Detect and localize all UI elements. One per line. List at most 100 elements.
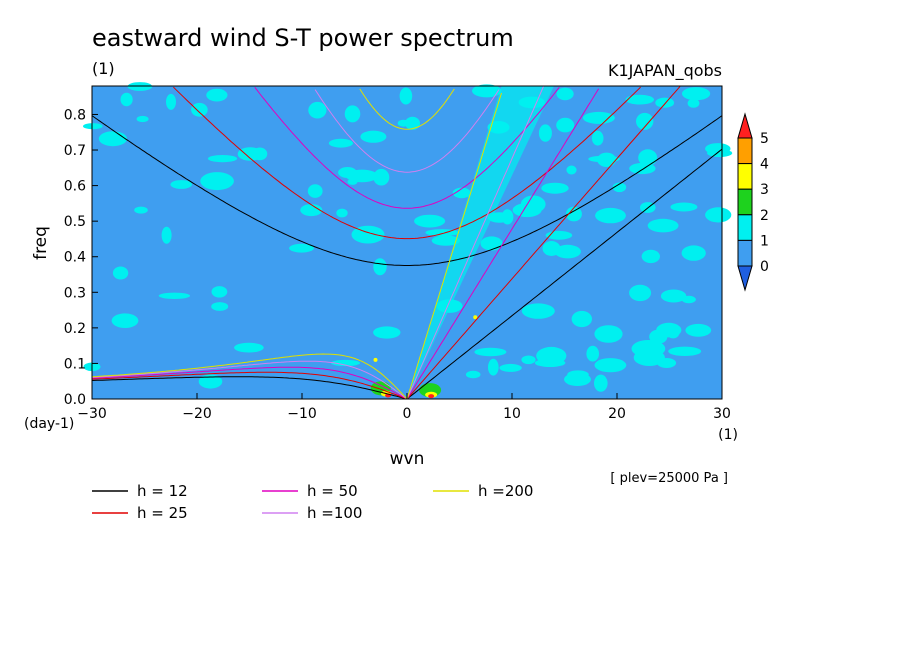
colorbar-segment <box>737 163 753 190</box>
heatmap-cell <box>638 149 658 167</box>
colorbar-label: 0 <box>760 259 769 275</box>
curve-kelvin-h200 <box>406 92 502 399</box>
heatmap-cell <box>670 202 698 212</box>
heatmap-cell <box>586 345 599 362</box>
heatmap-cell <box>705 143 731 155</box>
heatmap-cell <box>211 302 229 311</box>
heatmap-cell <box>198 374 223 389</box>
colorbar-segment <box>737 239 753 267</box>
y-axis-label: freq <box>31 226 51 260</box>
heatmap-cell <box>641 249 660 264</box>
heatmap-cell <box>328 138 353 148</box>
y-tick-label: 0.4 <box>64 250 86 266</box>
heatmap-cell <box>373 258 387 276</box>
legend-label: h = 25 <box>137 504 188 522</box>
heatmap-cell <box>655 97 675 108</box>
heatmap-cell <box>685 323 712 337</box>
heatmap-background <box>92 86 722 399</box>
heatmap-cell <box>465 370 481 379</box>
curve-rossby-h100 <box>92 360 408 399</box>
y-tick-label: 0.1 <box>64 356 86 372</box>
legend-label: h = 50 <box>307 482 358 500</box>
heatmap-cell <box>373 168 390 186</box>
curve-rossby-h200 <box>92 353 408 399</box>
x-axis-label: wvn <box>390 449 425 469</box>
plev-note: [ plev=25000 Pa ] <box>610 471 728 486</box>
curve-rossby-h50 <box>92 366 408 399</box>
y-tick-label: 0.3 <box>64 285 86 301</box>
heatmap-cell <box>629 162 656 175</box>
curve-gravity-h12 <box>92 115 722 266</box>
heatmap-cell <box>681 245 706 261</box>
legend: h = 12 h = 25 h = 50 h =100 h =200 <box>92 482 533 522</box>
heatmap-cells <box>83 82 733 399</box>
y-axis-unit: (day-1) <box>24 416 74 432</box>
heatmap-cell <box>534 358 566 367</box>
heatmap-cell <box>594 325 623 343</box>
colorbar-segment <box>737 188 753 216</box>
colorbar-segment <box>737 214 753 241</box>
heatmap-cell <box>112 266 129 280</box>
heatmap-cell <box>705 207 732 223</box>
heatmap-cell <box>565 206 582 222</box>
y-tick-label: 0.8 <box>64 107 86 123</box>
y-axis: 0.0 0.1 0.2 0.3 0.4 0.5 0.6 0.7 0.8 <box>64 107 98 408</box>
x-tick-label: 20 <box>608 406 626 422</box>
heatmap-cell <box>612 182 627 193</box>
heatmap-cell <box>487 212 511 223</box>
heatmap-cell <box>120 92 133 107</box>
x-tick-label: 30 <box>713 406 731 422</box>
heatmap-cell <box>338 167 357 178</box>
heatmap-cell <box>521 355 536 365</box>
heatmap-cell <box>300 204 323 217</box>
heatmap-cell <box>407 86 554 399</box>
heatmap-cell <box>564 372 591 386</box>
heatmap-cell <box>428 394 435 399</box>
heatmap-cell <box>668 346 702 356</box>
curve-rossby-h12 <box>92 376 408 399</box>
heatmap-cell <box>200 172 234 191</box>
curve-gravity-h100 <box>314 89 500 173</box>
curve-rossby-h25 <box>92 371 408 399</box>
colorbar-label: 3 <box>760 182 769 198</box>
heatmap-cell <box>397 119 410 127</box>
heatmap-cell <box>681 295 696 304</box>
heatmap-cell <box>687 98 700 108</box>
heatmap-cell <box>405 116 420 130</box>
heatmap-cell <box>520 195 546 214</box>
heatmap-cell <box>237 147 263 161</box>
dispersion-curves <box>92 86 722 399</box>
heatmap-cell <box>414 214 446 228</box>
heatmap-cell <box>571 310 592 328</box>
heatmap-cell <box>158 292 191 299</box>
heatmap-cell <box>207 155 238 163</box>
heatmap-cell <box>111 313 139 329</box>
chart-title: eastward wind S-T power spectrum <box>92 24 514 52</box>
heatmap-cell <box>522 306 547 314</box>
x-tick-label: −20 <box>182 406 212 422</box>
heatmap-cell <box>373 357 378 362</box>
heatmap-cell <box>289 243 314 253</box>
heatmap-cell <box>191 102 208 117</box>
y-tick-label: 0.6 <box>64 179 86 195</box>
heatmap-cell <box>499 363 522 372</box>
colorbar: 0 1 2 3 4 5 <box>737 112 769 292</box>
heatmap-cell <box>472 84 502 98</box>
y-tick-label: 0.2 <box>64 321 86 337</box>
heatmap-cell <box>344 105 361 123</box>
heatmap-cell <box>431 235 460 246</box>
heatmap-cell <box>594 358 627 373</box>
curve-kelvin-h25 <box>406 86 681 399</box>
heatmap-cell <box>538 124 552 142</box>
y-tick-label: 0.5 <box>64 214 86 230</box>
heatmap-cell <box>330 359 361 367</box>
colorbar-segment <box>737 137 753 165</box>
legend-label: h =200 <box>478 482 533 500</box>
chart-subtitle-right: K1JAPAN_qobs <box>608 61 722 81</box>
colorbar-label: 2 <box>760 208 769 224</box>
heatmap-cell <box>488 358 499 376</box>
heatmap-cell <box>625 94 654 105</box>
heatmap-cell <box>211 286 228 298</box>
heatmap-cell <box>582 111 615 124</box>
heatmap-cell <box>336 208 348 218</box>
